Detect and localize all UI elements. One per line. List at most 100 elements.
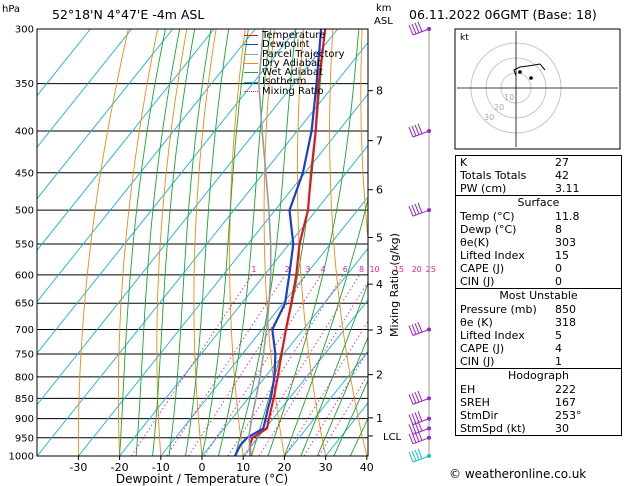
legend-item: Mixing Ratio: [244, 86, 345, 96]
location-label: 52°18'N 4°47'E -4m ASL: [52, 7, 205, 22]
km-tick-label: 2: [376, 369, 383, 382]
mixing-ratio-line: [303, 349, 368, 456]
wind-barb-feather: [411, 413, 417, 424]
wind-barb-feather: [417, 123, 423, 134]
dry-adiabat-line: [625, 29, 629, 456]
index-row-pw: PW (cm) 3.11: [460, 182, 580, 195]
legend-swatch: [244, 63, 258, 65]
temp-tick-label: -20: [111, 461, 129, 474]
mixing-ratio-label: 1: [251, 265, 256, 274]
unstable-title: Most Unstable: [499, 289, 578, 302]
unstable-row: θe (K) 318: [460, 316, 576, 329]
isotherm-line: [37, 29, 174, 200]
lcl-label: LCL: [383, 432, 402, 443]
isotherm-line: [242, 299, 368, 456]
legend-item: Isotherm: [244, 76, 345, 88]
surface-row: Dewp (°C) 8: [460, 223, 562, 236]
legend-swatch: [244, 90, 258, 92]
x-axis-title: Dewpoint / Temperature (°C): [116, 472, 288, 486]
wind-barb: [408, 390, 431, 405]
wet-adiabat-line: [283, 197, 368, 456]
mixing-ratio-label: 8: [359, 265, 364, 274]
wet-adiabat-line: [152, 29, 196, 456]
wind-barb-feather: [411, 393, 417, 404]
wind-barb-feather: [417, 390, 423, 402]
wind-barb-feather: [414, 431, 420, 442]
isotherm-line: [37, 29, 215, 251]
hodograph-unit-label: kt: [460, 33, 469, 43]
isotherm-line: [37, 29, 132, 148]
km-label: km: [376, 3, 392, 14]
wind-barb-feather: [408, 394, 414, 405]
pressure-tick-label: 650: [15, 299, 34, 310]
wet-adiabat-line: [267, 29, 360, 456]
hodograph-ring-label: 20: [494, 103, 504, 112]
hodograph-title: Hodograph: [508, 369, 569, 382]
pressure-tick-label: 900: [15, 414, 34, 425]
legend-swatch: [244, 35, 258, 37]
indices-top-box: K 27 Totals Totals 42 PW (cm) 3.11 Surface …: [455, 155, 622, 436]
dry-adiabat-line: [329, 29, 368, 456]
wet-adiabat-line: [168, 29, 212, 456]
wind-barb-feather: [414, 203, 420, 215]
wind-barb: [408, 21, 431, 36]
pressure-tick-label: 950: [15, 433, 34, 444]
dry-adiabat-line: [117, 29, 159, 456]
wind-barb-feather: [417, 448, 423, 459]
wind-barb-feather: [408, 451, 414, 463]
pressure-tick-label: 800: [15, 372, 34, 383]
wind-barb-feather: [411, 432, 417, 443]
wind-barb-feather: [414, 391, 420, 403]
km-tick-label: 6: [376, 184, 383, 197]
hodograph-ring-label: 10: [504, 93, 514, 102]
legend-item: Wet Adiabat: [244, 67, 345, 79]
mixing-ratio-label: 20: [412, 265, 422, 274]
dry-adiabat-line: [193, 29, 217, 456]
legend-label: Dry Adiabat: [262, 57, 322, 69]
hodograph-ring-label: 30: [484, 113, 494, 122]
copyright[interactable]: © weatheronline.co.uk: [449, 467, 587, 481]
hodograph-box: [454, 28, 621, 150]
mixing-ratio-label: 3: [305, 265, 310, 274]
mixing-ratio-line: [131, 274, 253, 456]
hodograph-point: [518, 70, 522, 74]
wind-barb: [408, 123, 431, 138]
wet-adiabat-line: [119, 29, 166, 456]
wind-barb-feather: [408, 205, 414, 217]
legend-label: Parcel Trajectory: [262, 48, 345, 60]
wind-barb-feather: [417, 322, 423, 333]
profile-temperature: [248, 29, 327, 456]
dry-adiabat-line: [263, 29, 285, 456]
temp-tick-label: 20: [277, 461, 291, 474]
wind-barb-feather: [414, 449, 420, 460]
wind-barb-feather: [417, 420, 423, 432]
hodo-row: StmDir 253°: [460, 409, 582, 422]
legend-label: Wet Adiabat: [262, 67, 323, 79]
wet-adiabat-line: [300, 281, 368, 456]
pressure-tick-label: 550: [15, 239, 34, 250]
mixing-ratio-line: [188, 274, 307, 456]
km-tick-label: 1: [376, 412, 383, 425]
wind-barb-feather: [411, 23, 417, 35]
dry-adiabat-line: [156, 29, 188, 456]
legend-label: Isotherm: [262, 76, 307, 88]
wet-adiabat-line: [316, 336, 368, 456]
legend-swatch: [244, 81, 258, 83]
wind-barb-feather: [408, 325, 414, 336]
pressure-tick-label: 700: [15, 325, 34, 336]
pressure-tick-label: 750: [15, 349, 34, 360]
wet-adiabat-line: [135, 29, 181, 456]
mixing-ratio-line: [258, 281, 368, 456]
unstable-section: Most Unstable Pressure (mb) 850 θe (K) 318…: [456, 288, 621, 368]
pressure-tick-label: 450: [15, 168, 34, 179]
wind-barb-feather: [411, 324, 417, 335]
isotherm-line: [160, 196, 368, 456]
unstable-row: CIN (J) 1: [460, 355, 562, 368]
wind-barb-feather: [411, 204, 417, 216]
index-row-totals: Totals Totals 42: [460, 169, 569, 182]
pressure-tick-label: 1000: [9, 452, 34, 463]
pressure-tick-label: 600: [15, 270, 34, 281]
km-tick-label: 3: [376, 324, 383, 337]
wind-barb-feather: [414, 412, 420, 423]
pressure-tick-label: 300: [15, 25, 34, 36]
